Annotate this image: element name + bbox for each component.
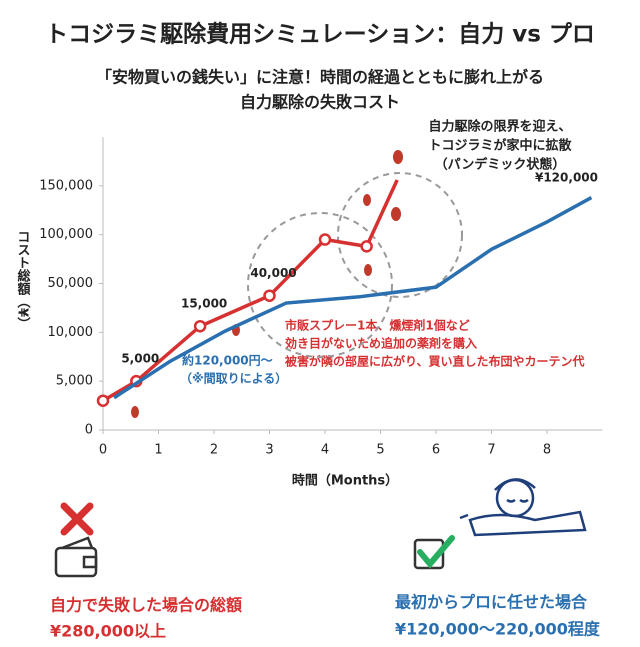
data-label: 15,000: [181, 297, 227, 311]
x-tick-label: 7: [487, 443, 495, 458]
summary-amount: ¥120,000〜220,000程度: [395, 620, 601, 639]
highlight-circle: [337, 172, 463, 298]
y-tick-label: 10,000: [48, 325, 94, 340]
annotation: 市販スプレー1本、燻煙剤1個など: [285, 318, 470, 333]
bug-icons: [131, 150, 403, 418]
x-tick-label: 3: [265, 443, 273, 458]
check-icon: [417, 535, 455, 569]
x-tick-label: 4: [321, 443, 329, 458]
y-tick-label: 150,000: [39, 178, 93, 193]
x-tick-label: 5: [376, 443, 384, 458]
annotation: 被害が隣の部屋に広がり、買い直した布団やカーテン代: [285, 354, 585, 369]
series-line: [113, 196, 593, 400]
data-label: 5,000: [121, 352, 159, 366]
point: [96, 394, 110, 407]
y-tick-label: 0: [85, 423, 93, 438]
y-tick-label: 50,000: [48, 276, 94, 291]
x-tick-label: 1: [154, 443, 162, 458]
annotation: 自力駆除の限界を迎え、: [428, 119, 571, 135]
annotation: （パンデミック状態）: [435, 157, 566, 173]
annotation: 約120,000円～: [182, 353, 273, 368]
data-label: 40,000: [250, 266, 296, 280]
annotation: ¥120,000: [535, 171, 598, 185]
highlight-circle: [247, 212, 393, 358]
subtitle: 「安物買いの銭失い」に注意！時間の経過とともに膨れ上がる: [96, 68, 544, 87]
point: [360, 240, 373, 253]
y-tick-label: 5,000: [56, 374, 93, 389]
y-axis-label: コスト総額（¥）: [15, 230, 32, 330]
subtitle: 自力駆除の失敗コスト: [240, 93, 400, 112]
annotation: 効き目がないため追加の薬剤を購入: [285, 336, 477, 351]
x-tick-label: 2: [210, 443, 218, 458]
x-tick-label: 6: [432, 443, 440, 458]
x-axis-label: 時間（Months）: [292, 473, 398, 489]
point: [318, 233, 332, 246]
sleeping-person-icon: [459, 478, 587, 537]
summary-label: 最初からプロに任せた場合: [395, 593, 588, 612]
point: [193, 319, 207, 333]
cross-icon: [60, 502, 94, 536]
summary-label: 自力で失敗した場合の総額: [50, 596, 242, 615]
y-tick-label: 100,000: [39, 227, 93, 242]
wallet-icon: [54, 536, 98, 578]
annotation: （※間取りによる）: [180, 371, 287, 386]
checkbox-icon: [413, 538, 445, 570]
x-tick-label: 8: [543, 443, 551, 458]
point: [263, 289, 276, 302]
annotation: トコジラミが家中に拡散: [428, 138, 572, 154]
chart-title: トコジラミ駆除費用シミュレーション：自力 vs プロ: [45, 21, 595, 48]
summary-amount: ¥280,000以上: [50, 622, 166, 641]
x-tick-label: 0: [99, 443, 107, 458]
